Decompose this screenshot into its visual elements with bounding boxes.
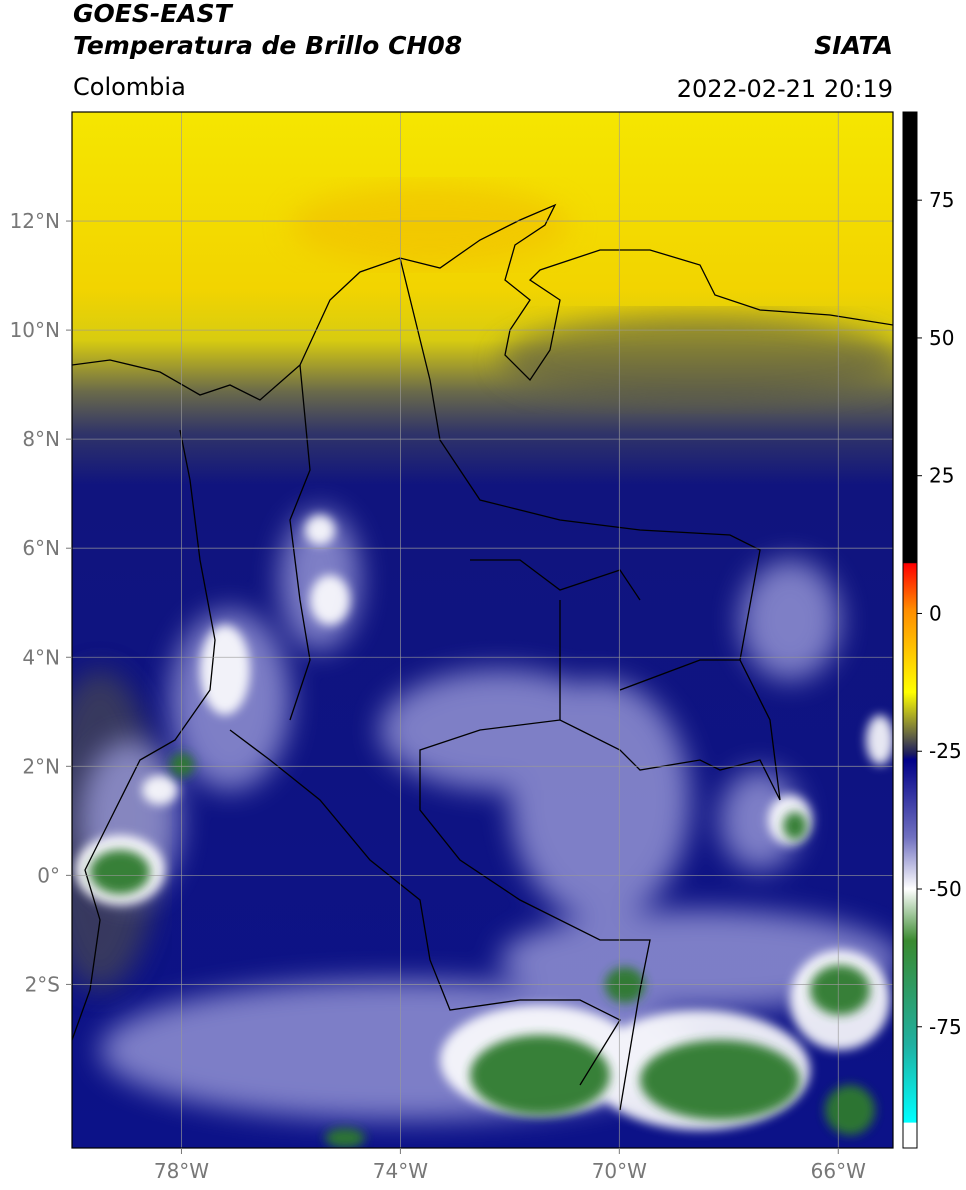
y-tick-label: 2°N [22, 754, 60, 778]
y-tick-label: 4°N [22, 645, 60, 669]
colorbar-tick-label: -75 [929, 1015, 962, 1039]
y-tick-label: 10°N [10, 318, 60, 342]
datetime: 2022-02-21 20:19 [677, 75, 893, 103]
y-tick-label: 8°N [22, 427, 60, 451]
colorbar-tick-label: -25 [929, 739, 962, 763]
title: Temperatura de Brillo CH08 [73, 31, 462, 60]
y-tick-label: 6°N [22, 536, 60, 560]
colorbar-tick-label: -50 [929, 877, 962, 901]
x-tick-label: 66°W [811, 1159, 866, 1183]
x-tick-label: 74°W [373, 1159, 428, 1183]
y-tick-label: 2°S [25, 972, 60, 996]
colorbar-tick-label: 75 [929, 188, 954, 212]
y-tick-label: 12°N [10, 209, 60, 233]
y-tick-label: 0° [37, 863, 60, 887]
agency: SIATA [814, 31, 893, 60]
x-tick-label: 70°W [592, 1159, 647, 1183]
colorbar-tick-label: 50 [929, 326, 954, 350]
map-frame [71, 111, 894, 1149]
region: Colombia [73, 73, 186, 101]
satellite-image [72, 112, 893, 1148]
x-tick-label: 78°W [154, 1159, 209, 1183]
source: GOES-EAST [73, 0, 234, 28]
colorbar [902, 111, 918, 1149]
colorbar-tick-label: 25 [929, 464, 954, 488]
colorbar-tick-label: 0 [929, 601, 942, 625]
